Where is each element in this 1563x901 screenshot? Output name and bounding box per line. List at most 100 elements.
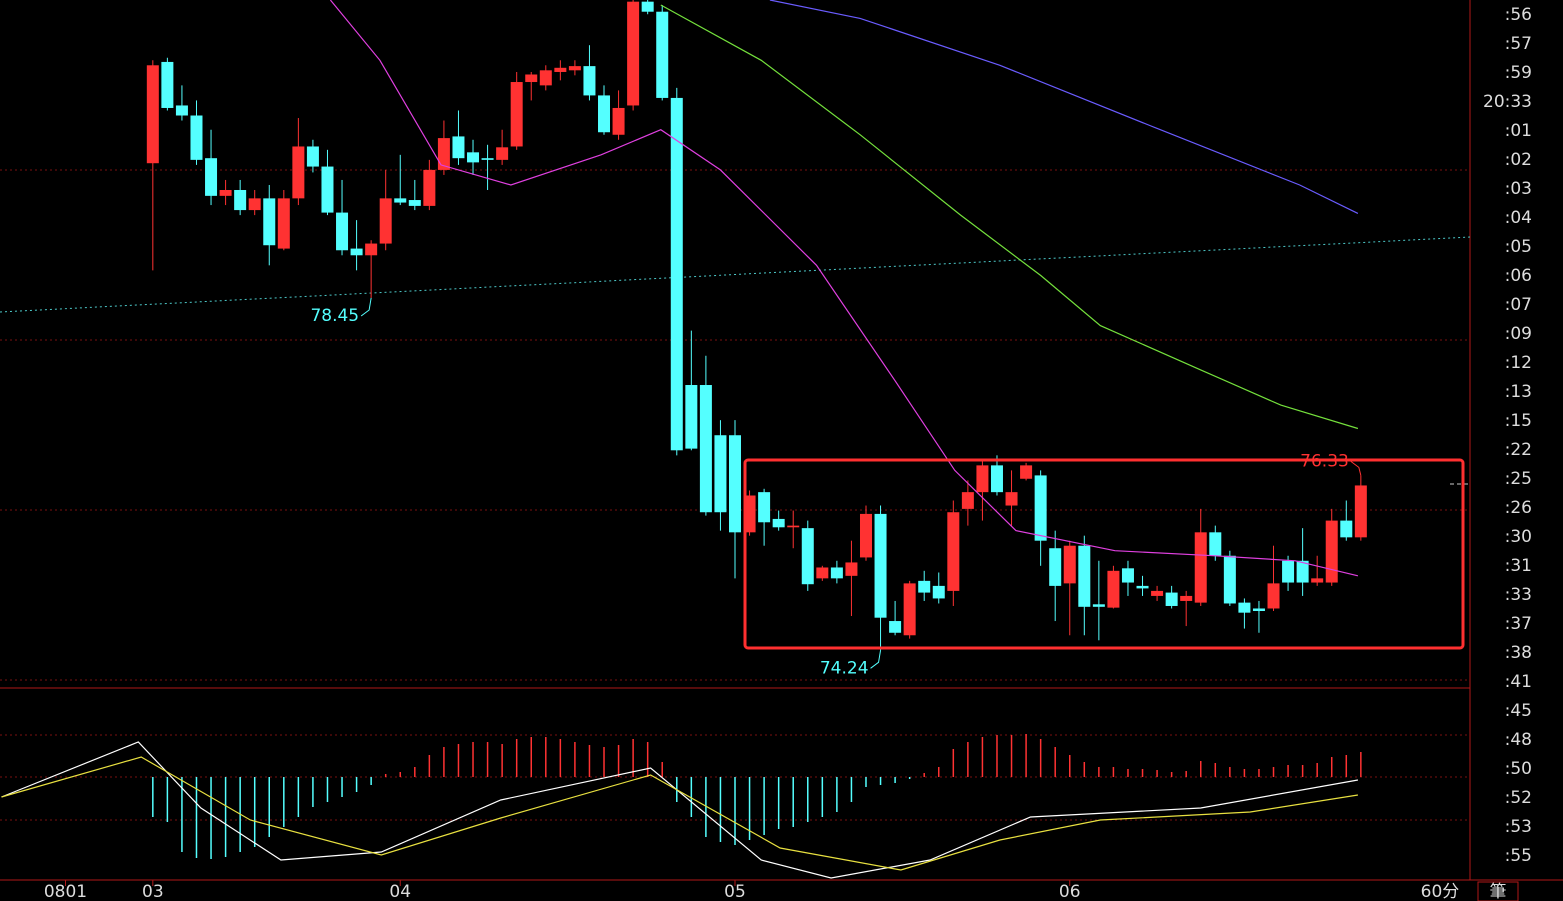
right-axis-label: :41	[1505, 672, 1532, 692]
x-tick-label: 06	[1059, 882, 1081, 901]
candle-body	[292, 146, 305, 199]
candle-body	[306, 146, 319, 167]
candle-body	[583, 66, 596, 96]
annotation-label: 78.45	[310, 306, 359, 326]
candle-body	[379, 198, 392, 244]
candle-body	[568, 66, 581, 71]
right-axis-label: :26	[1505, 498, 1532, 518]
candle-body	[1252, 608, 1265, 611]
tab-box[interactable]	[1477, 881, 1519, 901]
right-axis-label: :53	[1505, 817, 1532, 837]
right-axis-label: :25	[1505, 469, 1532, 489]
candle-body	[1049, 548, 1062, 586]
candle-body	[699, 385, 712, 513]
highlight-box	[743, 458, 1465, 650]
candle-body	[452, 136, 465, 159]
candle-body	[350, 248, 363, 256]
candle-body	[874, 513, 887, 618]
right-axis-label: :15	[1505, 411, 1532, 431]
right-axis-label: :50	[1505, 759, 1532, 779]
candle-body	[234, 189, 247, 211]
candle-body	[467, 152, 480, 163]
candle-body	[903, 583, 916, 636]
right-axis-label: :30	[1505, 527, 1532, 547]
candle-body	[263, 198, 276, 246]
candle-body	[656, 11, 669, 98]
annotation-arrow	[870, 650, 882, 669]
right-axis-label: :03	[1505, 179, 1532, 199]
annotation-arrow	[1350, 461, 1362, 476]
candle-body	[510, 82, 523, 147]
right-axis-label: :22	[1505, 440, 1532, 460]
candle-body	[1209, 532, 1222, 556]
candle-body	[146, 65, 159, 164]
candle-body	[1034, 475, 1047, 541]
candle-body	[408, 200, 421, 206]
candle-body	[1223, 555, 1236, 604]
candle-body	[248, 198, 261, 211]
candle-body	[554, 67, 567, 72]
candle-body	[437, 138, 450, 170]
candle-body	[670, 97, 683, 451]
candle-body	[598, 95, 611, 133]
candle-body	[1136, 585, 1149, 589]
candle-body	[1121, 568, 1134, 583]
candle-body	[1063, 545, 1076, 584]
candle-body	[816, 567, 829, 579]
x-tick-label: 0801	[44, 882, 87, 901]
right-axis-label: :07	[1505, 295, 1532, 315]
candle-body	[685, 385, 698, 449]
right-axis-label: :48	[1505, 730, 1532, 750]
right-axis-label: :33	[1505, 585, 1532, 605]
candle-body	[1107, 570, 1120, 608]
x-tick-label: 05	[724, 882, 746, 901]
candle-body	[161, 61, 174, 108]
candle-body	[1238, 602, 1251, 613]
candle-body	[175, 105, 188, 116]
right-axis-label: :59	[1505, 63, 1532, 83]
candle-body	[1340, 520, 1353, 538]
tab-label[interactable]: 筆	[1490, 882, 1507, 901]
candle-body	[641, 1, 654, 12]
candle-body	[525, 74, 538, 83]
candle-body	[758, 492, 771, 523]
moving-average	[769, 0, 1359, 214]
candle-body	[1282, 560, 1295, 583]
moving-average	[329, 0, 1359, 577]
candle-body	[1311, 578, 1324, 583]
candle-body	[321, 166, 334, 213]
candle-body	[481, 158, 494, 160]
candle-body	[932, 585, 945, 599]
macd-line	[1, 741, 1359, 879]
right-axis-label: :06	[1505, 266, 1532, 286]
x-tick-label: 04	[389, 882, 411, 901]
candle-body	[394, 198, 407, 203]
candle-body	[190, 115, 203, 160]
right-axis-label: :38	[1505, 643, 1532, 663]
right-axis-label: :12	[1505, 353, 1532, 373]
candle-body	[423, 169, 436, 206]
candle-body	[1267, 583, 1280, 609]
right-axis-label: :31	[1505, 556, 1532, 576]
candle-body	[612, 107, 625, 135]
candle-body	[947, 512, 960, 591]
candle-body	[1020, 465, 1033, 479]
candle-body	[1180, 595, 1193, 601]
right-axis-label: :56	[1505, 5, 1532, 25]
candle-body	[1165, 592, 1178, 606]
candle-body	[1005, 492, 1018, 506]
candle-body	[976, 465, 989, 493]
candle-body	[365, 243, 378, 256]
macd-line	[1, 756, 1358, 871]
right-axis-label: :57	[1505, 34, 1532, 54]
candle-body	[1078, 545, 1091, 607]
right-axis-label: 20:33	[1483, 92, 1532, 112]
right-axis-label: :05	[1505, 237, 1532, 257]
right-axis-label: :37	[1505, 614, 1532, 634]
candle-body	[219, 189, 232, 196]
candle-body	[830, 567, 843, 579]
right-axis-label: :13	[1505, 382, 1532, 402]
candle-body	[743, 495, 756, 533]
candle-body	[845, 562, 858, 576]
